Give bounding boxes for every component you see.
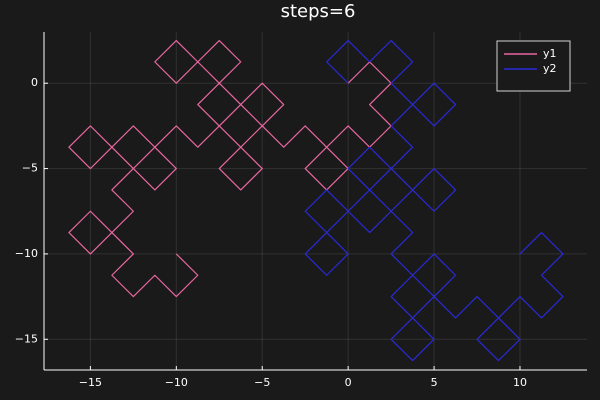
y-tick-label: 0 <box>31 76 38 89</box>
series-line <box>304 39 564 362</box>
x-tick-label: 0 <box>345 376 352 389</box>
x-tick-label: −5 <box>254 376 270 389</box>
legend-label: y1 <box>543 47 557 60</box>
series-line <box>68 39 392 298</box>
y-tick-label: −5 <box>22 162 38 175</box>
x-tick-label: 10 <box>513 376 527 389</box>
x-tick-label: −10 <box>165 376 188 389</box>
legend-label: y2 <box>543 62 557 75</box>
y-tick-label: −10 <box>15 247 38 260</box>
y-tick-label: −15 <box>15 332 38 345</box>
legend-box <box>496 40 571 92</box>
x-tick-label: 5 <box>431 376 438 389</box>
x-tick-label: −15 <box>79 376 102 389</box>
chart-title: steps=6 <box>281 1 356 22</box>
